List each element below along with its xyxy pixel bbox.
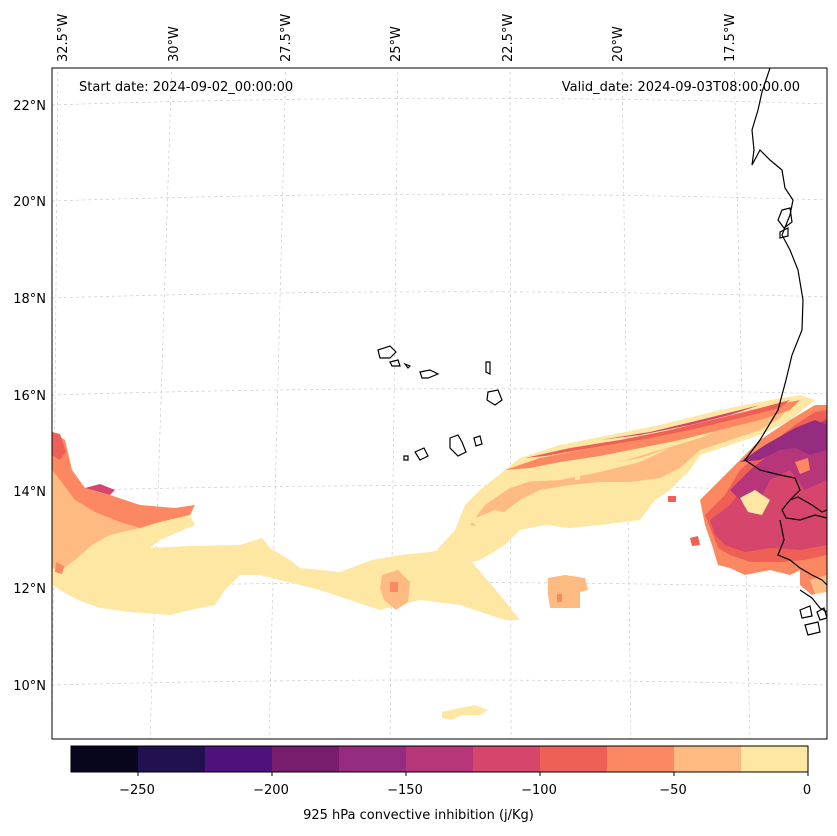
- lon-label-27.5w: 27.5°W: [279, 14, 294, 62]
- contour-patch-14n-18w: [575, 474, 580, 480]
- colorbar-segment: [473, 746, 541, 772]
- lat-label-22n: 22°N: [13, 99, 46, 114]
- island-bijagos-2: [804, 621, 821, 636]
- coastline-guinea-bissau: [777, 519, 827, 586]
- lon-label-32.5w: 32.5°W: [56, 14, 71, 62]
- contour-patch-12n-19w-core: [557, 594, 562, 602]
- colorbar-segment: [272, 746, 340, 772]
- contour-east-purple: [740, 420, 827, 462]
- parallel-16n: [52, 388, 827, 396]
- valid-date-annotation: Valid_date: 2024-09-03T08:00:00.00: [562, 80, 800, 95]
- lon-labels: 32.5°W 30°W 27.5°W 25°W 22.5°W 20°W 17.5…: [56, 14, 738, 62]
- colorbar-tick-label: −200: [253, 783, 289, 798]
- contour-central-red: [525, 400, 790, 458]
- colorbar-segment: [205, 746, 273, 772]
- parallel-10n: [52, 679, 827, 686]
- colorbar-tick-label: −250: [119, 783, 155, 798]
- parallel-20n: [52, 193, 827, 202]
- lat-labels: 22°N 20°N 18°N 16°N 14°N 12°N 10°N: [13, 99, 46, 694]
- contour-east-light-pocket: [740, 490, 770, 515]
- coastlines: [377, 68, 827, 636]
- contour-west-spot: [55, 562, 64, 574]
- meridian-32.5w: [52, 68, 59, 739]
- colorbar-segment: [71, 746, 139, 772]
- lat-label-16n: 16°N: [13, 389, 46, 404]
- contour-patch-9n: [442, 705, 488, 720]
- contour-patch-13n-17w: [690, 536, 700, 546]
- island-santo-antao: [377, 345, 397, 359]
- contour-patch-13n-17w-b: [668, 496, 676, 502]
- contour-west-dark: [52, 432, 66, 460]
- contour-central-light-inner: [520, 448, 670, 482]
- contour-east-orange-pocket: [795, 458, 810, 474]
- lat-label-12n: 12°N: [13, 582, 46, 597]
- lat-label-20n: 20°N: [13, 195, 46, 210]
- lat-label-14n: 14°N: [13, 485, 46, 500]
- contour-central-orange: [505, 400, 800, 470]
- contour-west-dark2: [85, 484, 115, 495]
- meridian-22.5w: [509, 68, 512, 739]
- lon-label-17.5w: 17.5°W: [723, 14, 738, 62]
- island-mauritanian-1: [777, 207, 793, 229]
- island-santa-luzia: [403, 362, 412, 369]
- lon-label-25w: 25°W: [389, 26, 404, 62]
- colorbar-ticks: −250 −200 −150 −100 −50 0: [119, 783, 811, 798]
- island-brava: [403, 455, 409, 461]
- meridian-27.5w: [268, 68, 287, 739]
- colorbar-tick-label: −150: [387, 783, 423, 798]
- island-sal: [485, 361, 491, 375]
- colorbar-segment: [540, 746, 608, 772]
- meridian-25w: [389, 68, 399, 739]
- island-fogo: [414, 447, 429, 461]
- lat-label-18n: 18°N: [13, 292, 46, 307]
- colorbar-tick-label: −100: [521, 783, 557, 798]
- parallel-22n: [52, 97, 827, 106]
- coastline-guinea: [799, 589, 827, 613]
- colorbar-segment: [138, 746, 206, 772]
- contour-patch-12n-25w-core: [390, 582, 398, 592]
- map-plot-area: [52, 68, 827, 739]
- island-sao-vicente: [389, 359, 401, 367]
- island-boa-vista: [486, 389, 503, 406]
- lon-label-20w: 20°W: [611, 26, 626, 62]
- coastline-africa: [744, 68, 827, 521]
- parallel-18n: [52, 291, 827, 299]
- colorbar: [70, 745, 809, 776]
- island-santiago: [449, 434, 467, 457]
- contour-west-mid: [52, 432, 195, 528]
- lon-label-30w: 30°W: [167, 26, 182, 62]
- colorbar-segment: [607, 746, 675, 772]
- lat-label-10n: 10°N: [13, 679, 46, 694]
- colorbar-segment: [674, 746, 742, 772]
- colorbar-tick-label: 0: [803, 783, 811, 798]
- meridian-30w: [149, 68, 173, 739]
- start-date-annotation: Start date: 2024-09-02_00:00:00: [79, 80, 293, 95]
- island-bijagos-3: [816, 607, 827, 621]
- island-sao-nicolau: [419, 369, 440, 379]
- island-maio: [473, 435, 483, 447]
- contour-east-light-south: [810, 575, 827, 594]
- colorbar-title: 925 hPa convective inhibition (j/Kg): [303, 808, 534, 823]
- colorbar-segment: [339, 746, 407, 772]
- colorbar-segment: [741, 746, 809, 772]
- island-bijagos-1: [799, 605, 813, 619]
- cin-contours: [52, 395, 827, 720]
- contour-central-light-pocket: [470, 510, 515, 530]
- coastline-gambia: [789, 496, 827, 513]
- contour-central-mid: [470, 405, 790, 528]
- colorbar-frame: [70, 745, 809, 773]
- colorbar-segment: [406, 746, 474, 772]
- map-frame: [51, 67, 828, 740]
- meridian-20w: [621, 68, 632, 739]
- island-mauritanian-2: [779, 227, 789, 239]
- colorbar-tick-label: −50: [659, 783, 686, 798]
- meridian-17.5w: [733, 68, 751, 739]
- lon-label-22.5w: 22.5°W: [501, 14, 516, 62]
